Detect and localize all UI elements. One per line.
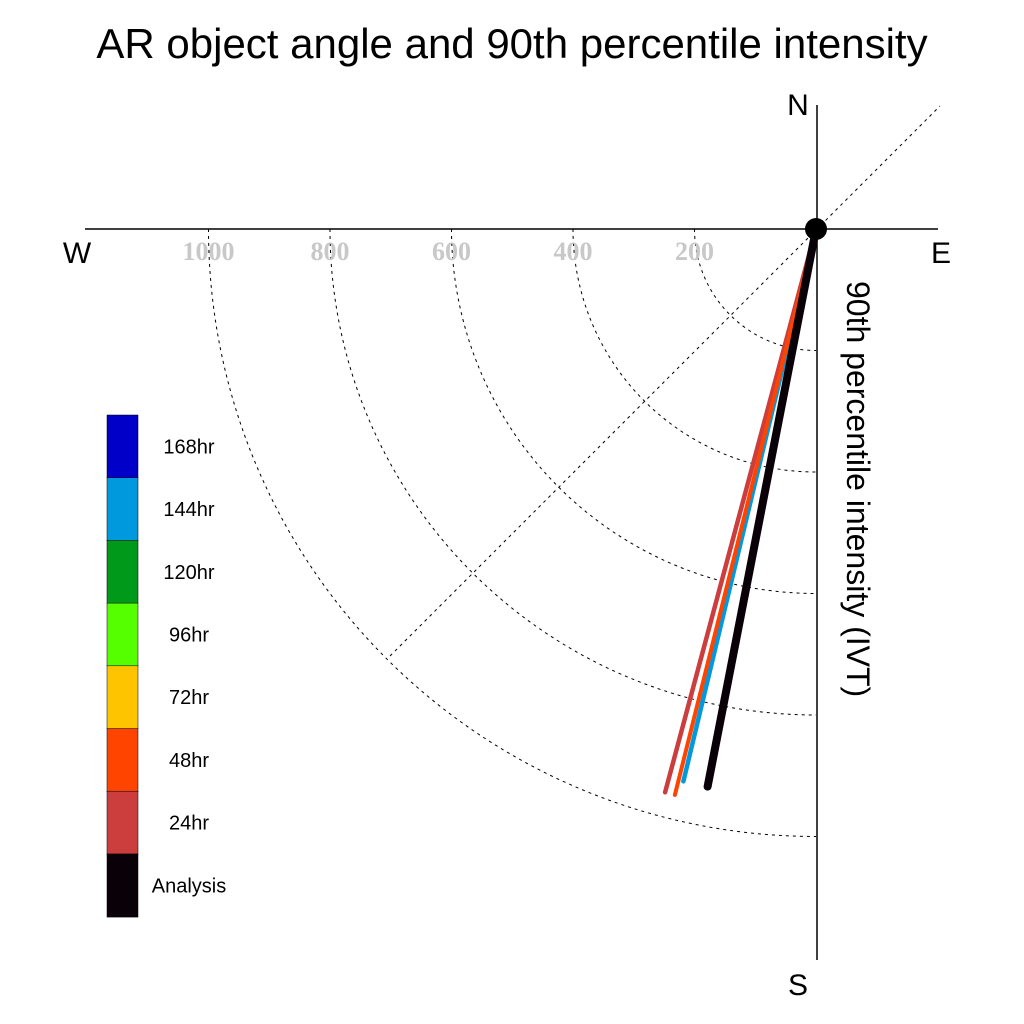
north-label: N (787, 89, 809, 122)
legend-label: Analysis (152, 875, 226, 897)
vector-48hr (672, 227, 818, 797)
radial-tick-labels: 200 400 600 800 1000 (183, 237, 715, 266)
legend-label: 168hr (163, 436, 214, 458)
legend-swatch (106, 414, 139, 479)
radial-tick-label: 400 (554, 237, 593, 266)
legend-label: 144hr (163, 499, 214, 521)
legend-label: 120hr (163, 562, 214, 584)
origin-marker (805, 218, 827, 240)
radial-rings (208, 228, 817, 837)
vector-analysis (703, 225, 820, 791)
chart-title: AR object angle and 90th percentile inte… (96, 20, 927, 67)
legend-label: 24hr (169, 813, 209, 835)
legend-swatch (106, 540, 139, 604)
legend-label: 72hr (169, 687, 209, 709)
radial-tick-label: 1000 (183, 237, 235, 266)
radial-tick-label: 800 (311, 237, 350, 266)
radial-ring (208, 228, 817, 837)
west-label: W (63, 237, 92, 270)
legend-label: 48hr (169, 750, 209, 772)
legend-swatch (106, 790, 139, 855)
legend-swatch (106, 602, 139, 667)
radial-ring (451, 228, 817, 594)
radial-tick-label: 200 (675, 237, 714, 266)
axis-title: 90th percentile intensity (IVT) (840, 281, 876, 697)
legend-swatch (106, 728, 139, 792)
east-label: E (931, 237, 951, 270)
legend-label: 96hr (169, 625, 209, 647)
radial-ring (572, 228, 817, 473)
legend-swatch (106, 853, 139, 918)
radial-tick-label: 600 (432, 237, 471, 266)
legend-swatch (106, 665, 139, 730)
south-label: S (788, 969, 808, 1002)
intensity-vectors (662, 225, 820, 797)
legend-swatch (106, 477, 139, 542)
legend: 168hr 144hr 120hr 96hr 72hr 48hr 24hr Analysis (106, 414, 226, 918)
radial-ring (329, 228, 817, 716)
